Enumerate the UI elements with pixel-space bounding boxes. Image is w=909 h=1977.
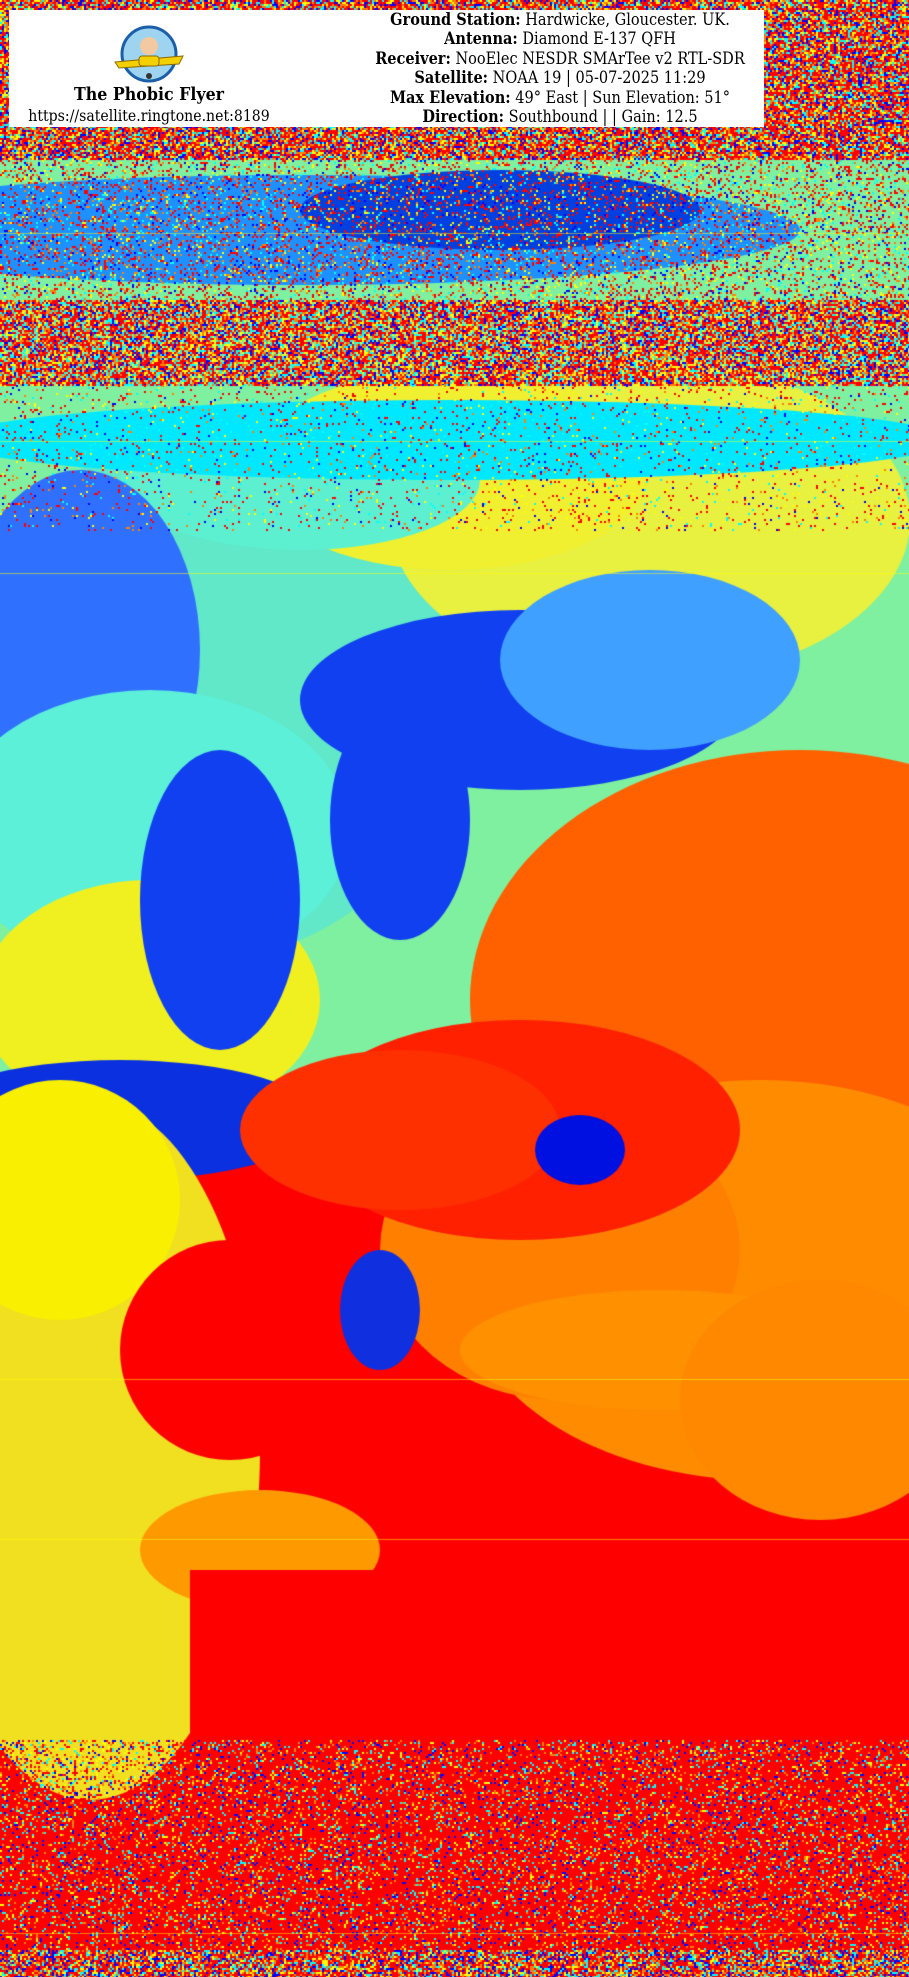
brand-name: The Phobic Flyer: [26, 84, 272, 105]
antenna-line: Antenna: Diamond E-137 QFH: [366, 29, 755, 48]
elevation-line: Max Elevation: 49° East | Sun Elevation:…: [366, 88, 755, 107]
receiver-line: Receiver: NooElec NESDR SMArTee v2 RTL-S…: [366, 49, 755, 68]
station-url[interactable]: https://satellite.ringtone.net:8189: [26, 106, 272, 125]
satellite-line: Satellite: NOAA 19 | 05-07-2025 11:29: [366, 68, 755, 87]
pass-details: Ground Station: Hardwicke, Gloucester. U…: [339, 10, 781, 126]
direction-line: Direction: Southbound | | Gain: 12.5: [366, 107, 755, 126]
info-header: The Phobic Flyer https://satellite.ringt…: [9, 10, 764, 127]
brand-block: The Phobic Flyer https://satellite.ringt…: [9, 10, 289, 127]
ground-station-line: Ground Station: Hardwicke, Gloucester. U…: [366, 10, 755, 29]
phobic-flyer-logo-icon: [109, 20, 189, 92]
